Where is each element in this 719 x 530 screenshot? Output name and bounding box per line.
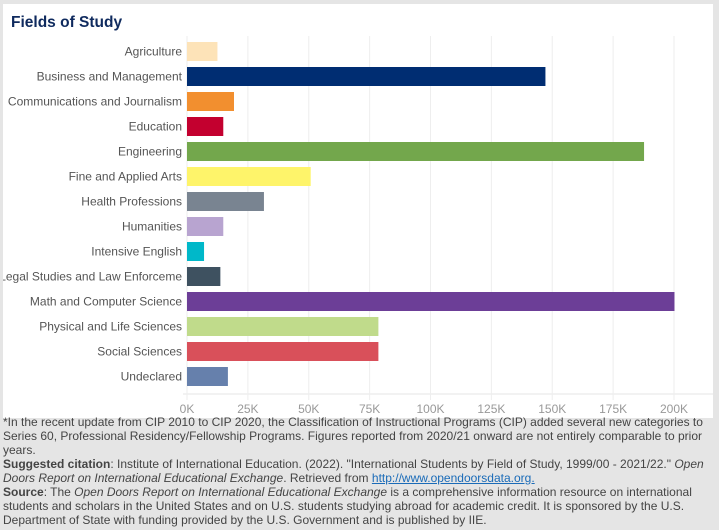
- source-report-title: Open Doors Report on International Educa…: [74, 485, 388, 499]
- category-label: Fine and Applied Arts: [69, 170, 182, 184]
- bar-fine-and-applied-arts: [187, 167, 311, 186]
- x-tick-label: 0K: [180, 402, 195, 416]
- x-tick-label: 100K: [416, 402, 444, 416]
- bar-physical-and-life-sciences: [187, 317, 379, 336]
- category-label: Social Sciences: [97, 345, 182, 359]
- category-label: Communications and Journalism: [8, 95, 182, 109]
- source-text: is a comprehensive information resource …: [3, 485, 692, 527]
- chart-panel: Fields of Study 0K 25K 50K 75K 100K 125K 150K 1…: [3, 4, 713, 418]
- category-label: Intensive English: [91, 245, 182, 259]
- bar-intensive-english: [187, 242, 205, 261]
- citation: Suggested citation: Institute of Interna…: [3, 457, 715, 485]
- source-label: Source: [3, 485, 44, 499]
- x-tick-label: 50K: [298, 402, 319, 416]
- category-label: Education: [129, 120, 182, 134]
- citation-report-title: Open Doors Report on International Educa…: [3, 457, 704, 485]
- category-label: Engineering: [118, 145, 182, 159]
- x-tick-label: 75K: [359, 402, 380, 416]
- x-tick-label: 125K: [477, 402, 505, 416]
- bar-communications-and-journalism: [187, 92, 234, 111]
- bar-chart: 0K 25K 50K 75K 100K 125K 150K 175K 200K Agricultu…: [3, 36, 713, 416]
- bar-business-and-management: [187, 67, 546, 86]
- bar-math-and-computer-science: [187, 292, 675, 311]
- category-label: Business and Management: [37, 70, 183, 84]
- category-label: Math and Computer Science: [30, 295, 182, 309]
- category-label: Physical and Life Sciences: [39, 320, 182, 334]
- category-label: Humanities: [122, 220, 182, 234]
- source: Source: The Open Doors Report on Interna…: [3, 485, 715, 527]
- bar-undeclared: [187, 367, 228, 386]
- category-label: Undeclared: [121, 370, 182, 384]
- x-tick-label: 150K: [538, 402, 566, 416]
- footer: *In the recent update from CIP 2010 to C…: [3, 415, 715, 527]
- footnote: *In the recent update from CIP 2010 to C…: [3, 415, 703, 457]
- category-label: Agriculture: [125, 45, 183, 59]
- bar-humanities: [187, 217, 224, 236]
- bar-engineering: [187, 142, 645, 161]
- bar-legal-studies-and-law-enforcement: [187, 267, 221, 286]
- x-tick-label: 175K: [599, 402, 627, 416]
- chart-title: Fields of Study: [11, 14, 123, 31]
- category-label: Legal Studies and Law Enforceme: [3, 270, 182, 284]
- opendoors-link[interactable]: http://www.opendoorsdata.org.: [371, 471, 535, 485]
- bar-agriculture: [187, 42, 218, 61]
- citation-label: Suggested citation: [3, 457, 111, 471]
- category-label: Health Professions: [81, 195, 182, 209]
- bar-health-professions: [187, 192, 264, 211]
- citation-text: : Institute of International Education. …: [110, 457, 675, 471]
- source-pre: : The: [43, 485, 75, 499]
- x-tick-label: 25K: [237, 402, 258, 416]
- x-tick-label: 200K: [660, 402, 688, 416]
- citation-retrieved: . Retrieved from: [283, 471, 372, 485]
- bar-education: [187, 117, 224, 136]
- bar-social-sciences: [187, 342, 379, 361]
